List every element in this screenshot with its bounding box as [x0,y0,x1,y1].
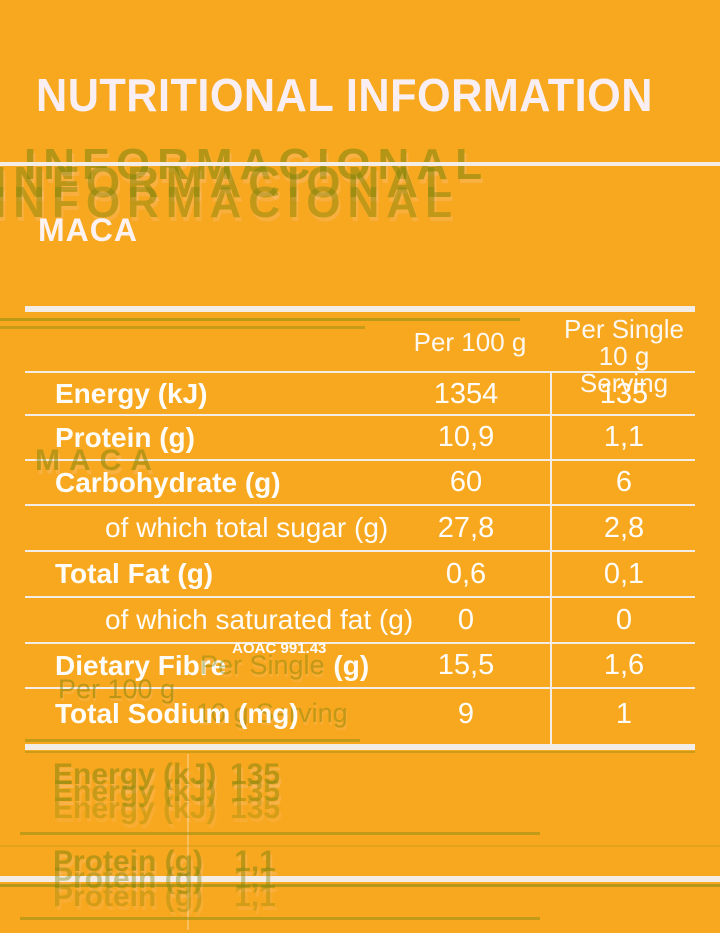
glitch-line [0,845,720,847]
row-label: Total Fat (g) [55,558,214,589]
ghost-text: Protein (g) [53,880,203,913]
ghost-text: 1,1 [234,880,276,913]
column-divider [550,373,552,744]
row-value-serving: 1,1 [603,421,645,453]
page-title: NUTRITIONAL INFORMATION [36,69,653,121]
ghost-text: Energy (kJ) [53,758,217,791]
ghost-text: 135 [229,758,281,791]
table-row-total-fat: Total Fat (g) 0,6 0,1 [25,552,695,596]
row-value-serving: 0 [615,603,633,636]
ghost-row-energy: Energy (kJ) 135 [0,792,400,832]
row-value-per100: 0,6 [445,557,487,590]
column-header-line2: 10 g Serving [579,341,669,398]
row-rule [25,596,695,598]
row-value-per100: 15,5 [437,649,495,681]
table-row-total-sodium: Total Sodium (mg) 9 1 [25,689,695,739]
glitch-line [20,832,540,835]
row-value-serving: 1 [615,697,633,730]
column-header-per-serving: Per Single 10 g Serving [553,316,695,397]
row-label: Protein (g) [55,421,195,453]
ghost-text: INFORMACIONAL [0,158,459,207]
glitch-ghost-title-block: INFORMACIONAL INFORMACIONAL INFORMACIONA… [0,138,540,224]
ghost-column-divider [187,754,189,930]
row-label: Carbohydrate (g) [55,466,281,498]
glitch-line [0,326,365,329]
ghost-text: Per Single [200,650,325,680]
row-value-serving: 6 [615,466,633,498]
row-value-serving: 2,8 [603,511,645,544]
divider-line [0,162,720,166]
ghost-text: Energy (kJ) [53,792,217,825]
ghost-row-energy: Energy (kJ) 135 [0,775,400,815]
ghost-text: Protein (g) [53,862,203,895]
ghost-row-protein: Protein (g) 1,1 [0,862,400,902]
row-value-serving: 135 [599,377,649,410]
ghost-text: 10 g Serving [196,698,348,728]
row-label: Total Sodium (mg) [55,698,299,729]
glitch-line [0,884,720,887]
ghost-text: 1,1 [234,862,276,895]
aoac-method-superscript: AOAC 991.43 [232,640,327,658]
row-rule [25,550,695,552]
row-label-unit: (g) [333,649,370,681]
ghost-row-energy: Energy (kJ) 135 [0,758,400,798]
row-rule [25,459,695,461]
table-row-dietary-fibre: Dietary Fibre AOAC 991.43 (g) 15,5 1,6 [25,640,695,687]
ghost-row-protein: Protein (g) 1,1 [0,845,400,885]
row-value-per100: 9 [457,697,475,730]
table-bottom-rule [25,744,695,750]
row-rule [25,687,695,689]
table-row-saturated-fat: of which saturated fat (g) 0 0 [25,598,695,642]
row-value-per100: 0 [457,603,475,636]
ghost-text: 135 [229,775,281,808]
row-value-per100: 60 [449,466,483,498]
table-row-carbohydrate: Carbohydrate (g) 60 6 [25,461,695,504]
table-row-protein: Protein (g) 10,9 1,1 [25,416,695,459]
row-value-per100: 1354 [433,377,499,410]
ghost-text: Per 100 g [58,674,176,704]
ghost-text: MACA [35,444,161,477]
row-label-main: Dietary Fibre [55,649,227,681]
header-rule [25,371,695,373]
row-value-per100: 10,9 [437,421,495,453]
row-value-serving: 1,6 [603,649,645,681]
ghost-text: Protein (g) [53,845,203,878]
column-header-per-100g: Per 100 g [413,327,527,357]
glitch-line [25,739,360,742]
ghost-text: 1,1 [234,845,276,878]
ghost-text: Energy (kJ) [53,775,217,808]
glitch-line [25,751,695,753]
product-name: MACA [38,212,138,248]
table-row-total-sugar: of which total sugar (g) 27,8 2,8 [25,506,695,550]
row-rule [25,414,695,416]
glitch-line [20,917,540,920]
table-row-energy: Energy (kJ) 1354 135 [25,374,695,414]
row-rule [25,642,695,644]
ghost-text: 135 [229,792,281,825]
row-value-serving: 0,1 [603,557,645,590]
ghost-row-protein: Protein (g) 1,1 [0,880,400,920]
column-header-line1: Per Single [564,314,684,344]
row-label: Dietary Fibre AOAC 991.43 (g) [55,640,370,682]
row-value-per100: 27,8 [437,511,495,544]
row-label: of which total sugar (g) [105,512,389,543]
glitch-line [0,318,520,321]
row-rule [25,504,695,506]
row-label: of which saturated fat (g) [105,604,414,635]
bottom-divider-line [0,876,720,882]
row-label: Energy (kJ) [55,378,208,409]
table-top-rule [25,306,695,312]
ghost-text: INFORMACIONAL [0,178,459,224]
